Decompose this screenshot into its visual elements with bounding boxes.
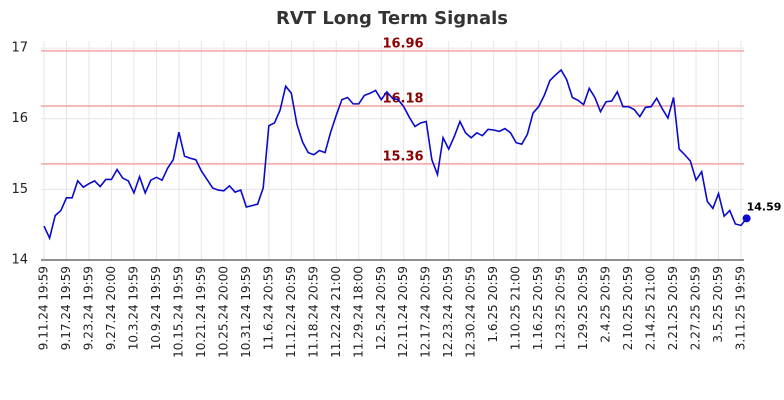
x-tick-label: 11.6.24 20:59 (261, 266, 275, 350)
y-tick-label: 15 (11, 182, 28, 197)
x-tick-label: 11.29.24 18:00 (351, 266, 365, 358)
x-tick-label: 3.11.25 19:59 (734, 266, 748, 350)
x-tick-label: 10.25.24 20:00 (216, 266, 230, 358)
x-tick-label: 2.14.25 21:00 (644, 266, 658, 350)
last-value-label: 14.59 (747, 200, 782, 213)
x-tick-label: 11.18.24 20:59 (306, 266, 320, 358)
x-tick-label: 12.11.24 20:59 (396, 266, 410, 358)
x-tick-label: 1.29.25 20:59 (576, 266, 590, 350)
x-tick-label: 9.11.24 19:59 (37, 266, 51, 350)
last-point (742, 214, 751, 223)
x-tick-label: 2.21.25 20:59 (666, 266, 680, 350)
y-tick-label: 14 (11, 253, 28, 268)
x-tick-label: 10.3.24 19:59 (126, 266, 140, 350)
x-tick-label: 1.16.25 20:59 (531, 266, 545, 350)
y-tick-label: 17 (11, 41, 28, 56)
x-tick-label: 2.4.25 20:59 (599, 266, 613, 343)
signal-label: 16.96 (382, 36, 423, 51)
x-tick-label: 9.17.24 19:59 (59, 266, 73, 350)
price-line (43, 68, 748, 241)
x-tick-label: 10.21.24 19:59 (194, 266, 208, 358)
x-tick-label: 10.31.24 19:59 (239, 266, 253, 358)
signal-label: 16.18 (382, 91, 423, 106)
x-tick-label: 12.17.24 20:59 (419, 266, 433, 358)
x-tick-label: 12.23.24 20:59 (441, 266, 455, 358)
x-tick-label: 1.10.25 21:00 (509, 266, 523, 350)
x-tick-label: 11.22.24 21:00 (329, 266, 343, 358)
x-tick-label: 3.5.25 20:59 (711, 266, 725, 343)
x-tick-label: 11.12.24 20:59 (284, 266, 298, 358)
chart-title: RVT Long Term Signals (276, 8, 508, 29)
x-tick-label: 2.27.25 20:59 (689, 266, 703, 350)
x-tick-label: 10.9.24 19:59 (149, 266, 163, 350)
x-tick-label: 9.23.24 19:59 (81, 266, 95, 350)
y-tick-label: 16 (11, 111, 28, 126)
x-tick-label: 12.30.24 20:59 (464, 266, 478, 358)
x-tick-label: 1.23.25 20:59 (554, 266, 568, 350)
signal-label: 15.36 (382, 149, 423, 164)
x-tick-label: 12.5.24 20:59 (374, 266, 388, 350)
x-tick-label: 1.6.25 20:59 (486, 266, 500, 343)
x-tick-label: 10.15.24 19:59 (171, 266, 185, 358)
x-tick-label: 9.27.24 20:00 (104, 266, 118, 350)
x-tick-label: 2.10.25 20:59 (621, 266, 635, 350)
